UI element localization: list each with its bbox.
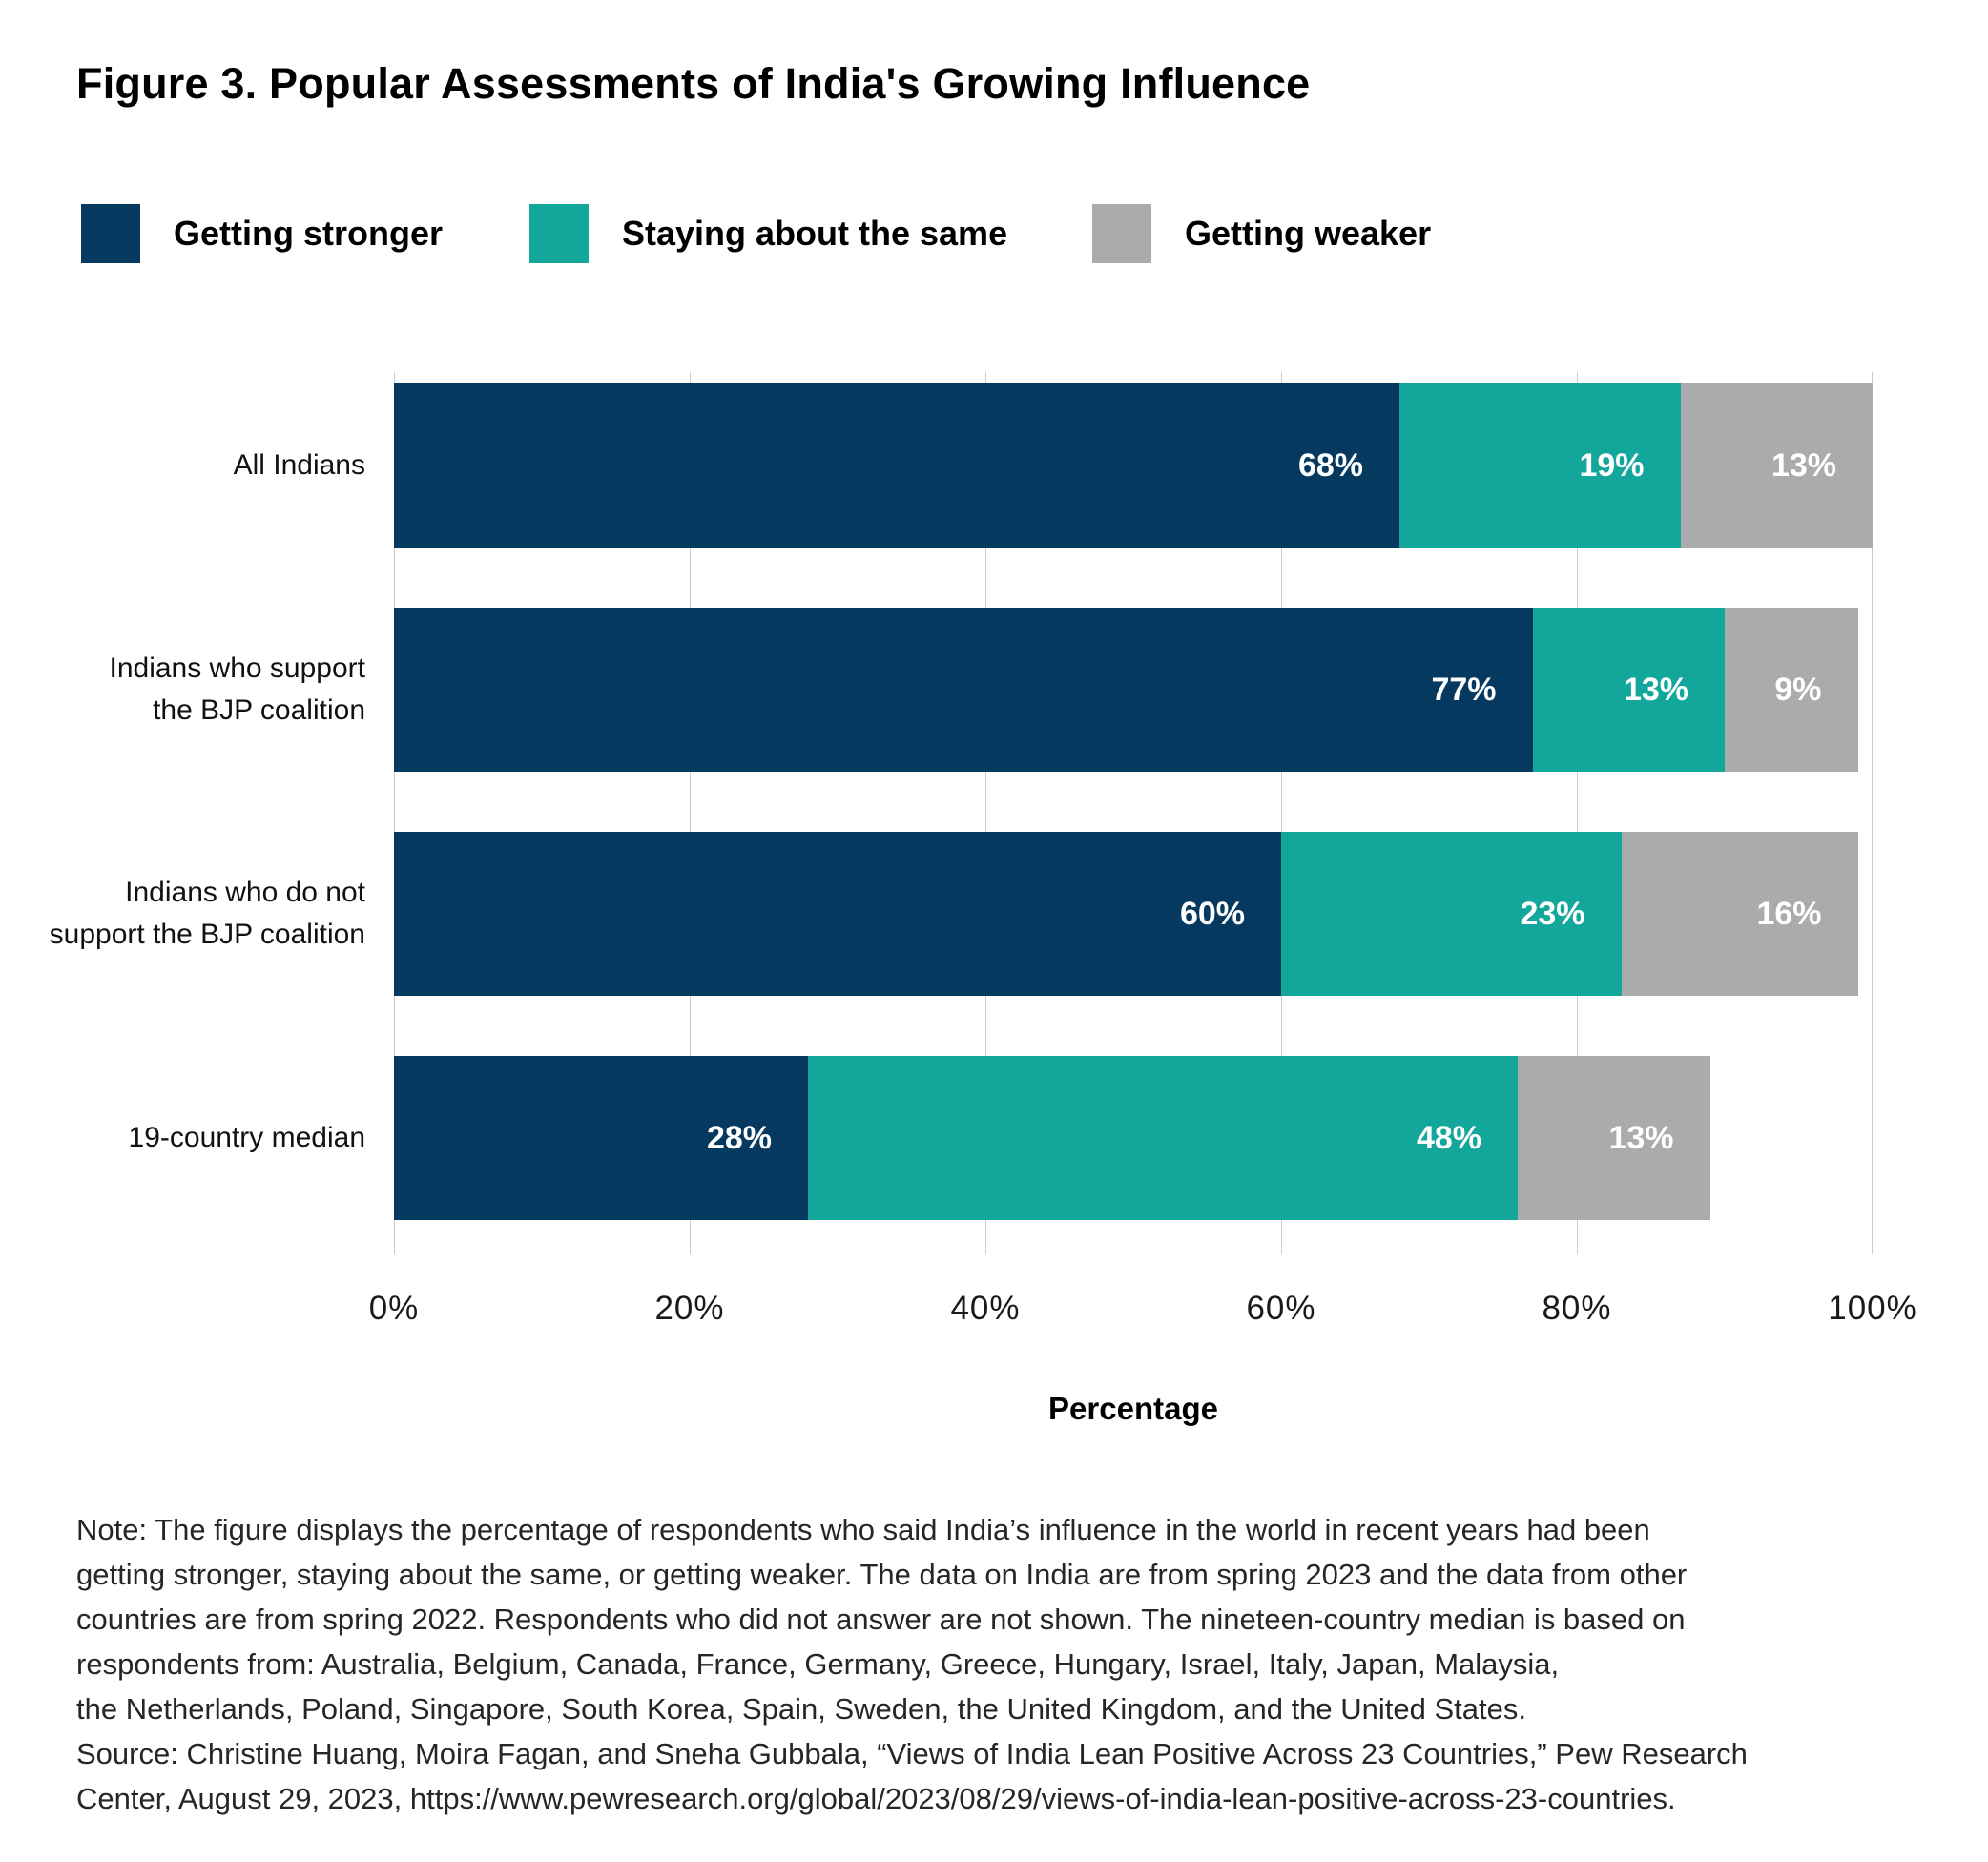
legend: Getting stronger Staying about the same … [81,204,1894,263]
x-tick: 80% [1542,1290,1612,1327]
note-line: respondents from: Australia, Belgium, Ca… [76,1647,1560,1681]
bar-segment-getting-stronger: 60% [394,832,1281,996]
bar-segment-getting-stronger: 68% [394,383,1399,548]
category-label: Indians who do not support the BJP coalit… [49,877,365,950]
bar-value-label: 19% [1579,446,1645,484]
bar-value-label: 13% [1623,671,1688,708]
legend-item-staying-about-the-same: Staying about the same [529,204,1007,263]
source-line: Source: Christine Huang, Moira Fagan, an… [76,1737,1748,1770]
x-tick: 100% [1828,1290,1917,1327]
gridline [394,372,395,1254]
note-line: getting stronger, staying about the same… [76,1558,1688,1591]
bar-segment-getting-weaker: 13% [1680,383,1873,548]
legend-label: Getting stronger [174,214,444,253]
bar-value-label: 23% [1520,895,1585,932]
gridline [1577,372,1578,1254]
legend-label: Staying about the same [622,214,1008,253]
bar-segment-staying-about-the-same: 19% [1399,383,1681,548]
bar-value-label: 9% [1774,671,1822,708]
gridline [1281,372,1282,1254]
legend-item-getting-stronger: Getting stronger [81,204,443,263]
stacked-bar-chart: All Indians 68% 19% 13% Indians who support t… [50,372,1873,1254]
note-line: countries are from spring 2022. Responde… [76,1603,1686,1636]
bar-value-label: 60% [1179,895,1245,932]
chart-gridlines [394,372,1873,1254]
bar-value-label: 48% [1416,1119,1481,1156]
legend-item-getting-weaker: Getting weaker [1092,204,1431,263]
bar-segment-getting-weaker: 16% [1621,832,1858,996]
chart-row-indians-who-support-the-bjp-coalition: Indians who support the BJP coalition 77% 1… [109,608,1873,772]
legend-swatch-icon [81,204,140,263]
category-label: All Indians [233,449,365,481]
x-axis-label: Percentage [1048,1391,1218,1426]
x-axis-ticks: 0% 20% 40% 60% 80% 100% [369,1290,1916,1332]
bar-segment-staying-about-the-same: 13% [1532,608,1725,772]
chart-rows: All Indians 68% 19% 13% Indians who support t… [50,383,1873,1220]
legend-swatch-icon [1092,204,1151,263]
gridline [690,372,691,1254]
legend-swatch-icon [529,204,589,263]
category-label: Indians who support the BJP coalition [109,652,365,726]
bar-value-label: 77% [1431,671,1497,708]
x-tick: 60% [1246,1290,1316,1327]
bar-segment-staying-about-the-same: 48% [808,1056,1518,1220]
chart-row-indians-who-do-not-support-the-bjp-coalition: Indians who do not support the BJP coalit… [50,832,1873,996]
bar-segment-getting-weaker: 13% [1518,1056,1710,1220]
bar-value-label: 16% [1756,895,1822,932]
bar-value-label: 68% [1297,446,1363,484]
category-label: 19-country median [128,1122,365,1153]
x-tick: 0% [368,1290,420,1327]
bar-segment-getting-stronger: 28% [394,1056,808,1220]
gridline [1872,372,1873,1254]
bar-track: 68% 19% 13% [394,383,1873,548]
legend-label: Getting weaker [1185,214,1432,253]
note-line: the Netherlands, Poland, Singapore, Sout… [76,1692,1526,1726]
source-line: Center, August 29, 2023, https://www.pew… [76,1782,1676,1815]
x-tick: 40% [950,1290,1021,1327]
bar-segment-getting-stronger: 77% [394,608,1533,772]
chart-row-19-country-median: 19-country median 28% 48% 13% [129,1056,1873,1220]
bar-value-label: 28% [706,1119,772,1156]
note-line: Note: The figure displays the percentage… [76,1513,1650,1546]
bar-value-label: 13% [1771,446,1836,484]
chart-row-all-indians: All Indians 68% 19% 13% [234,383,1873,548]
note-and-source: Note: The figure displays the percentage… [76,1507,1927,1821]
bar-track: 77% 13% 9% [394,608,1873,772]
gridline [985,372,986,1254]
bar-track: 60% 23% 16% [394,832,1873,996]
x-tick: 20% [654,1290,725,1327]
bar-segment-staying-about-the-same: 23% [1281,832,1622,996]
figure-title: Figure 3. Popular Assessments of India's… [76,59,1311,108]
bar-segment-getting-weaker: 9% [1725,608,1858,772]
bar-value-label: 13% [1608,1119,1674,1156]
bar-track: 28% 48% 13% [394,1056,1873,1220]
